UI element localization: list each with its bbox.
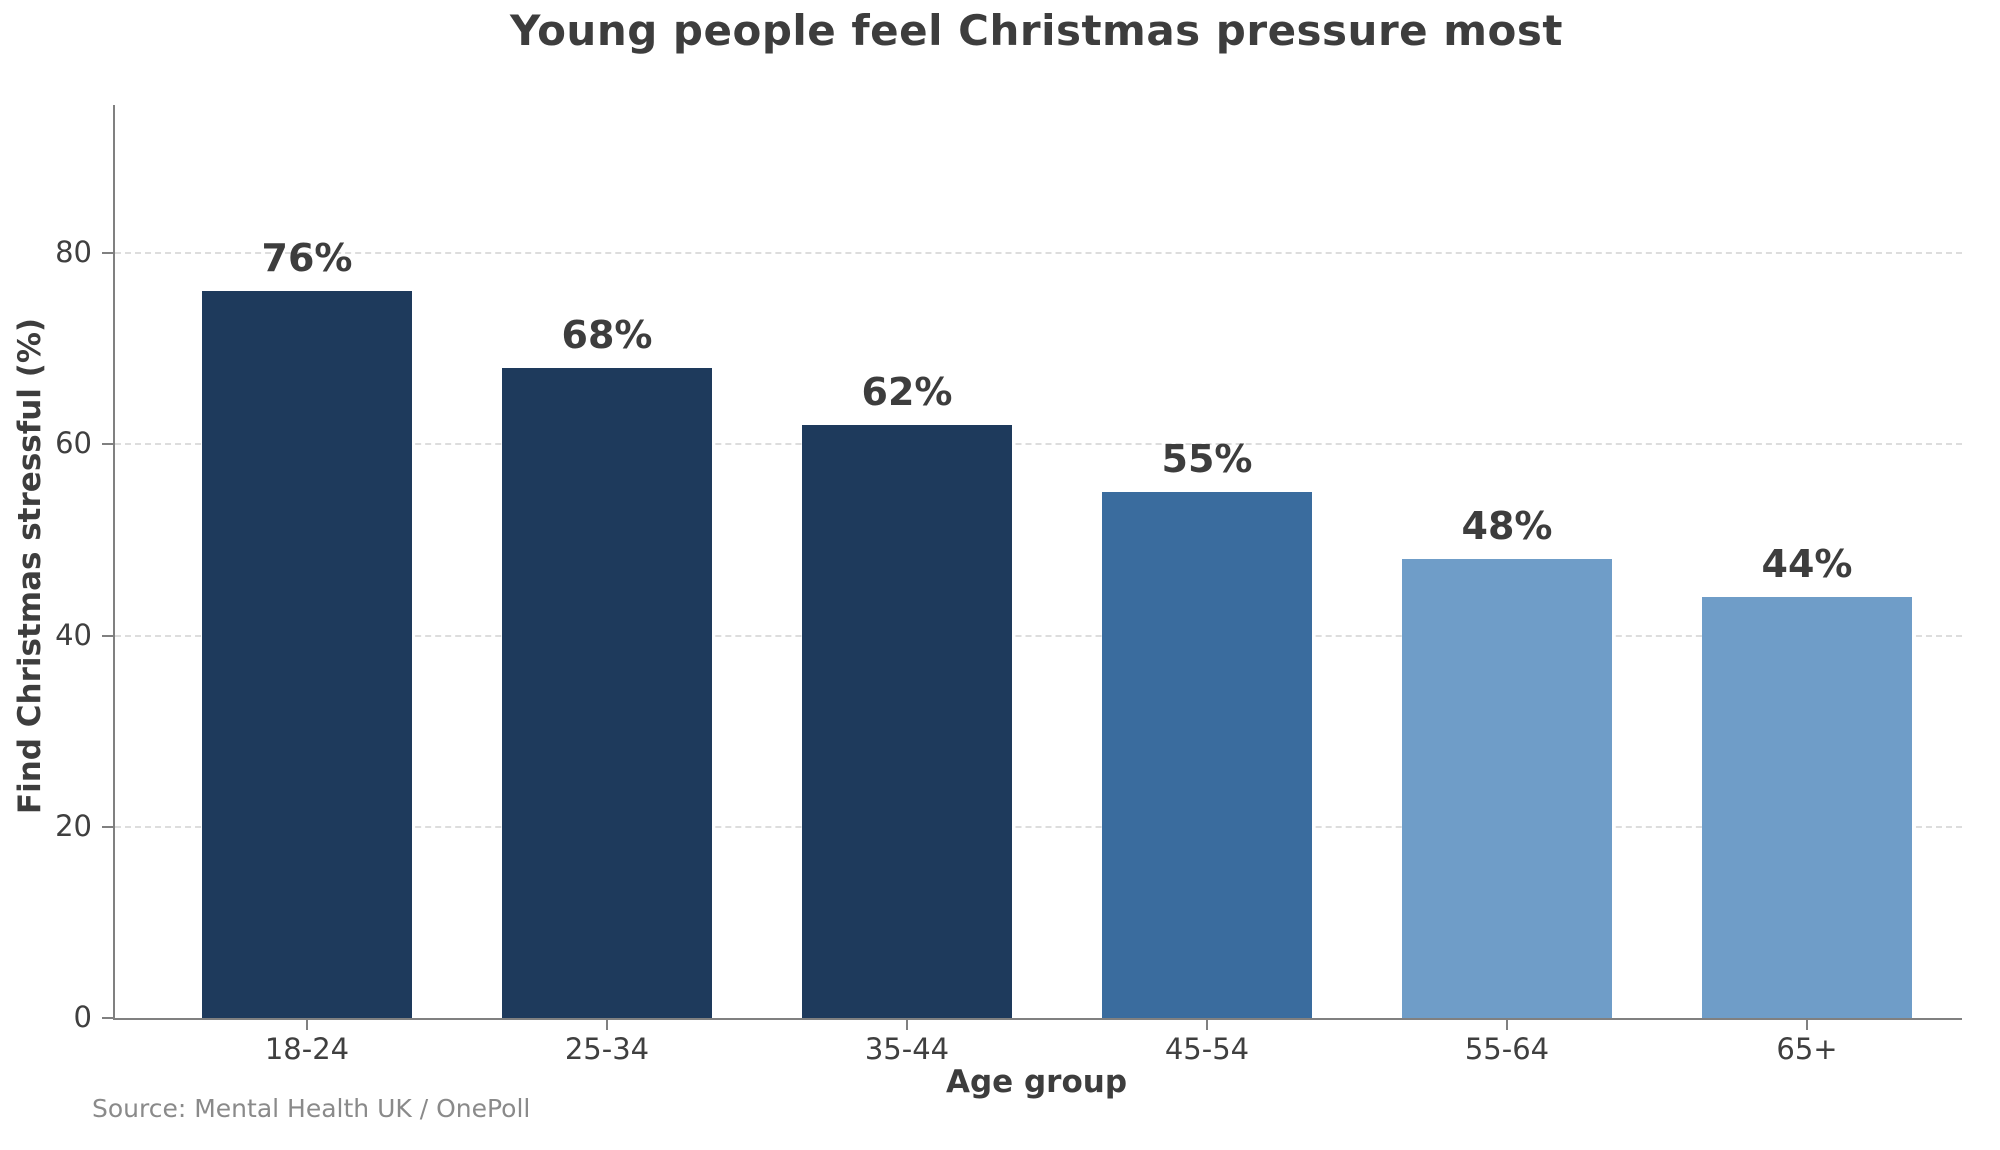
bar-65+	[1702, 597, 1912, 1018]
x-tick-label-25-34: 25-34	[564, 1032, 650, 1066]
y-axis-label: Find Christmas stressful (%)	[12, 317, 48, 815]
bar-55-64	[1402, 559, 1612, 1018]
x-tick-mark-35-44	[906, 1020, 908, 1030]
x-tick-mark-55-64	[1506, 1020, 1508, 1030]
bar-45-54	[1102, 492, 1312, 1018]
x-tick-label-55-64: 55-64	[1464, 1032, 1550, 1066]
bar-value-label-55-64: 48%	[1461, 504, 1553, 549]
y-tick-mark-60	[102, 443, 113, 446]
bar-25-34	[502, 367, 712, 1018]
source-note: Source: Mental Health UK / OnePoll	[92, 1094, 531, 1123]
x-tick-mark-45-54	[1206, 1020, 1208, 1030]
bar-value-label-65+: 44%	[1761, 542, 1853, 587]
chart-title: Young people feel Christmas pressure mos…	[510, 6, 1563, 55]
y-tick-mark-80	[102, 252, 113, 255]
y-tick-mark-20	[102, 825, 113, 828]
bar-18-24	[202, 291, 412, 1018]
x-tick-label-18-24: 18-24	[264, 1032, 350, 1066]
gridline-y-40	[115, 634, 1962, 637]
bar-35-44	[802, 425, 1012, 1018]
y-tick-label-40: 40	[55, 617, 92, 652]
x-axis-label: Age group	[945, 1064, 1128, 1100]
x-tick-mark-18-24	[306, 1020, 308, 1030]
bar-value-label-18-24: 76%	[261, 236, 353, 281]
gridline-y-20	[115, 825, 1962, 828]
x-tick-label-35-44: 35-44	[864, 1032, 950, 1066]
y-tick-label-80: 80	[55, 235, 92, 270]
plot-area: 0 20 40 60 80 76% 18-24 68% 25-34 62% 35-44 55% 45-…	[55, 105, 1962, 1066]
y-tick-label-20: 20	[55, 808, 92, 843]
gridline-y-60	[115, 443, 1962, 446]
bar-value-label-25-34: 68%	[561, 312, 653, 357]
bar-value-label-35-44: 62%	[861, 370, 953, 415]
y-tick-label-0: 0	[73, 1000, 92, 1034]
x-tick-label-45-54: 45-54	[1164, 1032, 1250, 1066]
gridline-y-80	[115, 252, 1962, 255]
y-tick-mark-40	[102, 634, 113, 637]
y-tick-label-60: 60	[55, 426, 92, 461]
bar-value-label-45-54: 55%	[1161, 437, 1253, 482]
x-tick-mark-65+	[1806, 1020, 1808, 1030]
x-tick-mark-25-34	[606, 1020, 608, 1030]
x-tick-label-65+: 65+	[1776, 1032, 1838, 1066]
y-tick-mark-0	[102, 1017, 113, 1019]
